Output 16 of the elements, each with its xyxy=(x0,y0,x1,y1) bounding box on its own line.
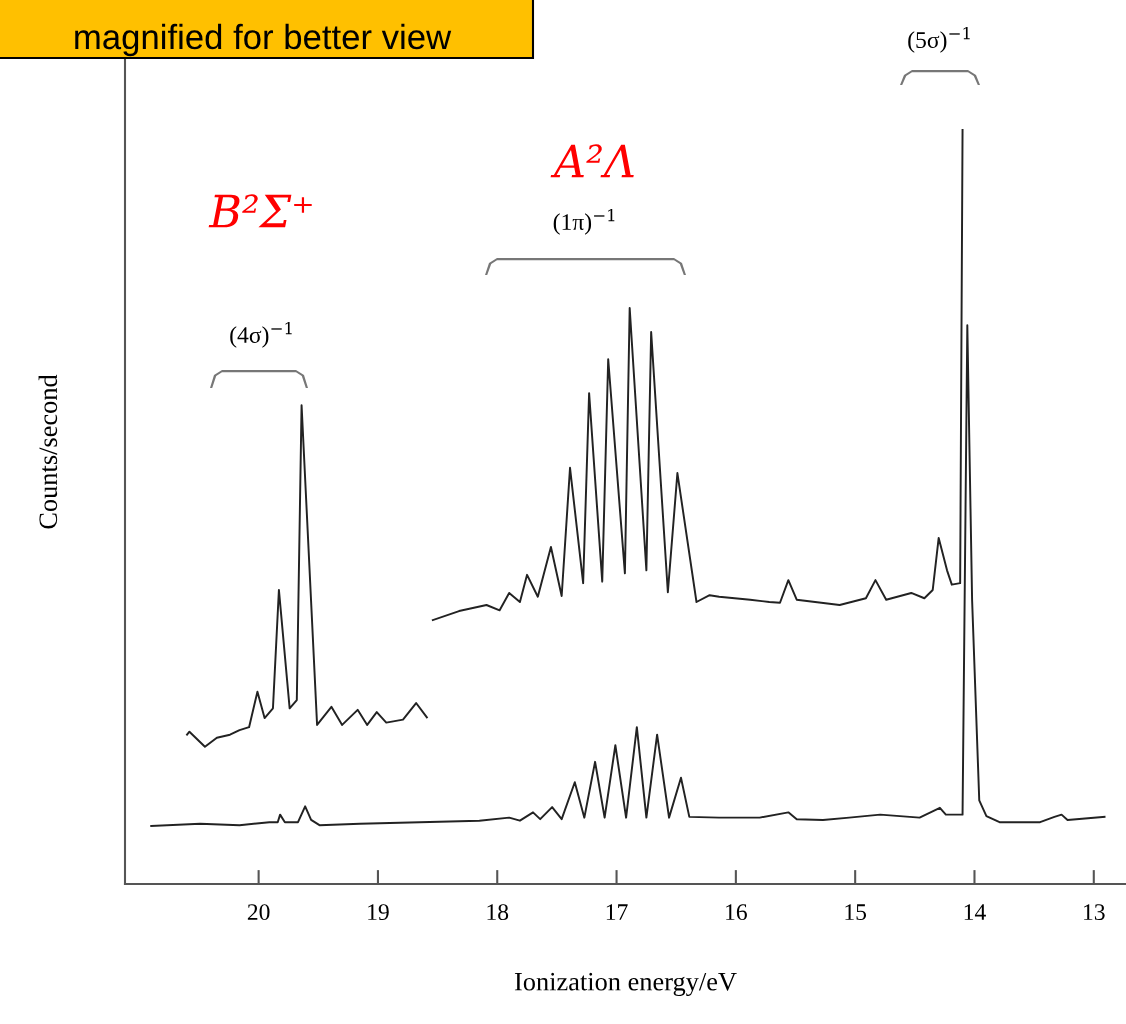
annotation: B²Σ⁺ xyxy=(208,194,312,228)
x-tick-label: 18 xyxy=(487,904,509,921)
annotation: A²Λ xyxy=(550,144,634,178)
x-tick-label: 17 xyxy=(606,904,628,920)
text: magnified for better view xyxy=(75,23,452,57)
x-tick-label: 15 xyxy=(845,904,867,921)
x-tick-label: 20 xyxy=(247,904,270,921)
x-tick-label: 16 xyxy=(726,904,747,921)
x-tick-label: 19 xyxy=(368,904,389,921)
annotation: (1π)$^{−1}$ xyxy=(553,208,615,235)
x-tick-label: 14 xyxy=(964,904,986,920)
x-axis-title: Ionization energy/eV xyxy=(514,972,737,997)
annotation: (4σ)$^{−1}$ xyxy=(230,321,292,348)
y-axis-title: Counts/second xyxy=(38,374,58,529)
text: (5σ)$^{−1}$ xyxy=(908,26,970,53)
x-tick-label: 13 xyxy=(1084,904,1105,921)
